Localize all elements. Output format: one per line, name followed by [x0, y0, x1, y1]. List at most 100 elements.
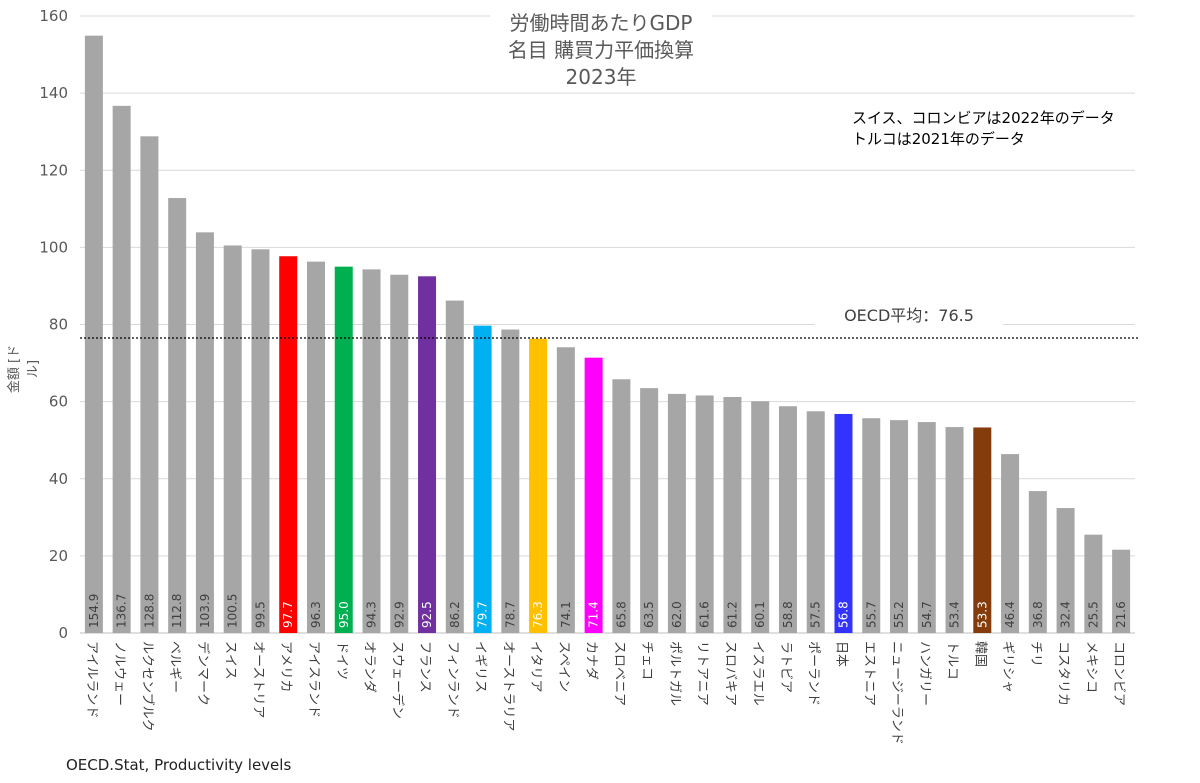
category-label: トルコ	[945, 641, 960, 680]
bar	[862, 418, 881, 633]
value-label: 62.0	[670, 601, 684, 628]
bar	[584, 357, 603, 633]
y-tick-label: 160	[39, 7, 68, 25]
value-label: 76.3	[531, 601, 545, 628]
note-line-2: トルコは2021年のデータ	[852, 130, 1025, 148]
value-label: 99.5	[253, 601, 267, 628]
category-label: フィンランド	[445, 641, 460, 719]
category-label: コロンビア	[1111, 641, 1126, 706]
y-tick-label: 100	[39, 238, 68, 256]
value-label: 53.3	[975, 601, 989, 628]
value-label: 61.6	[698, 601, 712, 628]
bar	[473, 325, 492, 633]
value-label: 46.4	[1003, 601, 1017, 628]
bar	[306, 261, 325, 633]
bar	[1056, 508, 1075, 633]
category-label: アイルランド	[84, 641, 99, 718]
value-label: 78.7	[503, 601, 517, 628]
bar	[556, 347, 575, 633]
bar	[917, 422, 936, 633]
value-label: 86.2	[448, 601, 462, 628]
category-label: フランス	[417, 641, 432, 693]
bar	[223, 245, 242, 633]
value-label: 55.7	[864, 601, 878, 628]
bar	[834, 413, 853, 633]
value-label: 95.0	[337, 601, 351, 628]
category-label: オーストリア	[250, 641, 265, 718]
category-label: ノルウェー	[112, 641, 127, 706]
value-label: 58.8	[781, 601, 795, 628]
category-label: チェコ	[639, 641, 654, 680]
category-label: ニュージーランド	[889, 641, 904, 745]
note-line-1: スイス、コロンビアは2022年のデータ	[852, 109, 1115, 127]
value-label: 136.7	[115, 594, 129, 628]
category-label: 日本	[833, 641, 848, 667]
chart-title-line-1: 労働時間あたりGDP	[509, 11, 693, 35]
value-label: 74.1	[559, 601, 573, 628]
category-label: ポルトガル	[667, 641, 682, 706]
value-label: 53.4	[948, 601, 962, 628]
category-label: ベルギー	[167, 641, 182, 693]
category-labels: アイルランド ノルウェー ルクセンブルク ベルギー デンマーク スイス オーストリア アメリカ…	[84, 641, 1126, 745]
bar	[334, 266, 353, 633]
y-tick-label: 140	[39, 84, 68, 102]
value-label: 57.5	[809, 601, 823, 628]
chart-title-line-3: 2023年	[565, 65, 637, 89]
category-label: リトアニア	[695, 641, 710, 706]
bar	[806, 411, 825, 633]
source-note: OECD.Stat, Productivity levels	[66, 756, 292, 774]
category-label: カナダ	[584, 641, 599, 680]
y-tick-label: 0	[58, 624, 68, 642]
category-label: スロバキア	[722, 641, 737, 706]
bar	[112, 105, 131, 633]
bar	[445, 300, 464, 633]
value-label: 25.5	[1086, 601, 1100, 628]
value-label: 54.7	[920, 601, 934, 628]
value-label: 55.2	[892, 601, 906, 628]
category-label: チリ	[1028, 641, 1043, 667]
category-label: スイス	[223, 641, 238, 680]
bar	[501, 329, 520, 633]
value-label: 71.4	[587, 601, 601, 628]
value-label: 60.1	[753, 601, 767, 628]
value-label: 65.8	[614, 601, 628, 628]
bar	[84, 35, 103, 634]
bar	[195, 232, 214, 633]
value-label: 154.9	[87, 594, 101, 628]
y-axis-label: 金額 [ドル]	[7, 344, 41, 394]
bar	[279, 256, 298, 633]
y-tick-label: 40	[49, 470, 68, 488]
y-tick-label: 80	[49, 316, 68, 334]
category-label: オーストラリア	[500, 641, 515, 731]
value-label: 112.8	[170, 594, 184, 628]
category-label: ポーランド	[806, 641, 821, 706]
value-label: 36.8	[1031, 601, 1045, 628]
category-label: 韓国	[972, 641, 987, 667]
category-label: ドイツ	[334, 641, 349, 680]
value-label: 128.8	[142, 594, 156, 628]
bar	[640, 388, 659, 633]
chart-title-line-2: 名目 購買力平価換算	[507, 38, 695, 62]
bar	[778, 406, 797, 633]
bar	[667, 393, 686, 633]
category-label: イスラエル	[750, 641, 765, 706]
value-label: 61.2	[725, 601, 739, 628]
bar	[1112, 549, 1131, 633]
bar	[140, 136, 159, 633]
bars	[84, 35, 1131, 634]
category-label: アメリカ	[278, 641, 293, 692]
value-label: 100.5	[226, 594, 240, 628]
value-label: 96.3	[309, 601, 323, 628]
value-label: 103.9	[198, 594, 212, 628]
category-label: スペイン	[556, 641, 571, 692]
category-label: ラトビア	[778, 641, 793, 693]
category-label: デンマーク	[195, 641, 211, 706]
value-label: 32.4	[1059, 601, 1073, 628]
y-tick-label: 60	[49, 393, 68, 411]
value-label: 56.8	[836, 601, 850, 628]
bar	[612, 379, 631, 633]
bar	[362, 269, 381, 633]
category-label: ギリシャ	[1000, 641, 1015, 693]
category-label: エストニア	[861, 641, 876, 706]
value-label: 63.5	[642, 601, 656, 628]
